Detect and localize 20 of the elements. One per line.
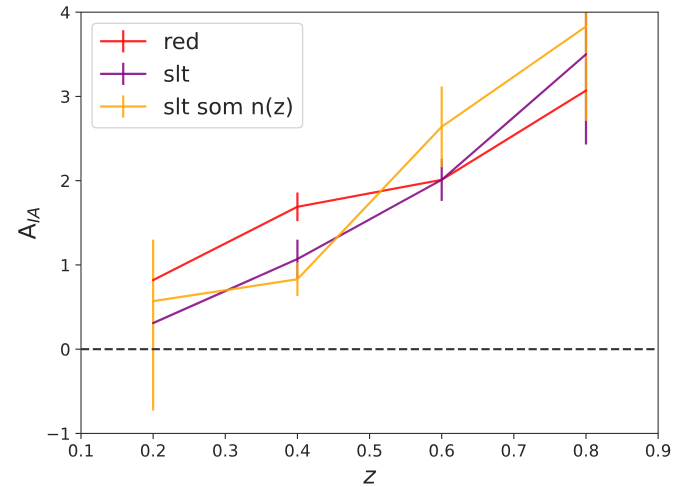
legend-label: slt som n(z) [164, 97, 292, 118]
x-tick-label: 0.9 [646, 444, 670, 457]
x-tick-label: 0.1 [68, 444, 93, 457]
legend-label: red [165, 32, 198, 50]
x-tick-label: 0.8 [574, 444, 598, 457]
x-tick-label: 0.6 [430, 444, 454, 457]
y-tick-label: 3 [61, 90, 70, 103]
y-axis-title: A$_{IA}$ [18, 208, 40, 240]
x-tick-label: 0.5 [357, 444, 382, 457]
x-tick-label: 0.3 [213, 444, 238, 457]
y-tick-label: 4 [60, 6, 70, 19]
x-tick-label: 0.4 [285, 444, 310, 457]
legend-label: slt [164, 64, 190, 82]
y-tick-label: 1 [62, 259, 70, 272]
y-tick-label: 2 [61, 174, 69, 188]
y-tick-label: −1 [48, 428, 70, 440]
x-tick-label: 0.7 [502, 444, 526, 457]
x-tick-label: 0.2 [140, 444, 165, 457]
y-tick-label: 0 [61, 343, 70, 356]
x-axis-title: z [363, 470, 376, 484]
